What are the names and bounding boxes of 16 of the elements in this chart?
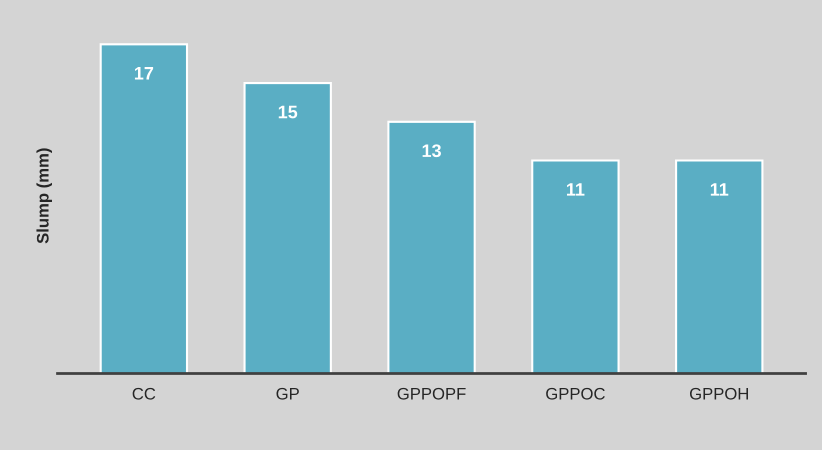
x-tick-label: GPPOPF [398,388,466,400]
bar [244,82,332,374]
bar [531,159,620,374]
data-label: 17 [134,67,154,80]
y-axis-title: Slump (mm) [36,148,52,244]
data-label: 13 [422,144,441,158]
data-label: 11 [566,183,584,196]
bar [387,120,476,374]
bar [675,159,764,374]
x-tick-label: GPPOC [546,388,605,400]
x-tick-label: GPPOH [690,388,748,400]
x-tick-label: GP [276,388,299,400]
x-tick-label: CC [132,388,156,400]
data-label: 11 [710,183,728,196]
bar [100,43,188,374]
data-label: 15 [278,106,298,118]
